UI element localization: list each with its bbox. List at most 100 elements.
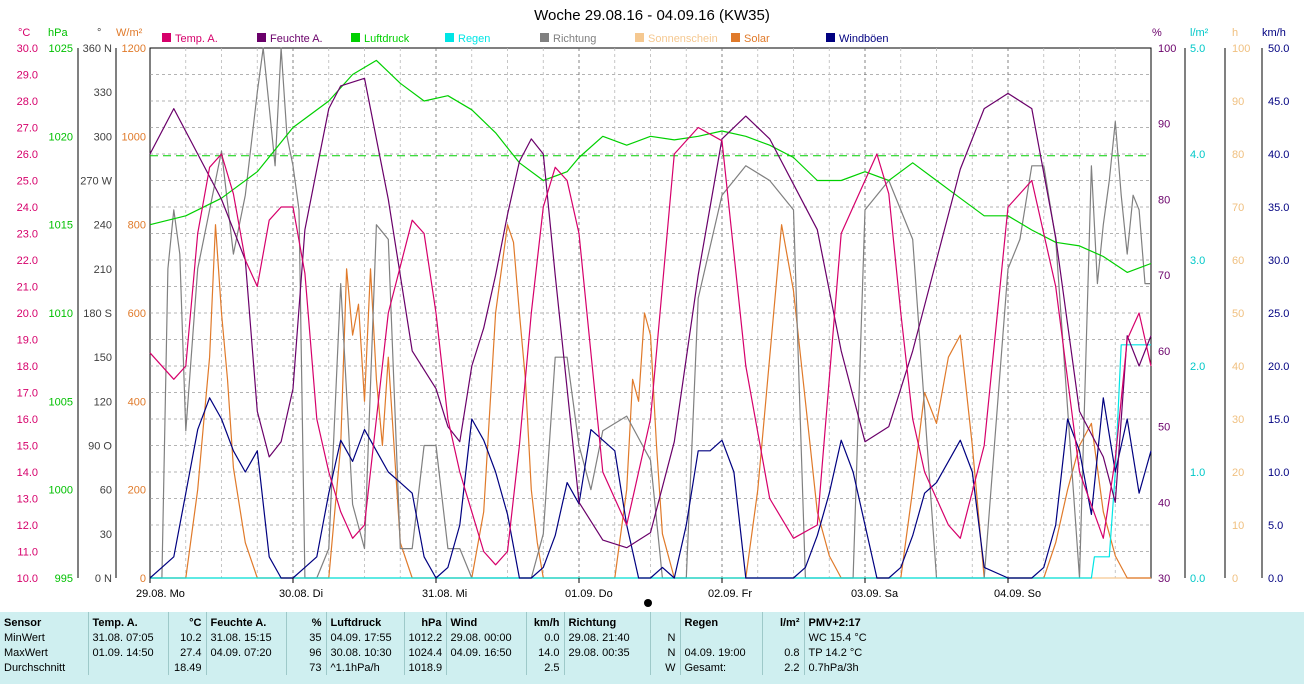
now-marker	[644, 599, 652, 607]
right-axis-unit: h	[1232, 27, 1238, 39]
left-axis-tick: 20.0	[17, 308, 38, 320]
stats-cell	[762, 630, 805, 645]
left-axis-tick: 1015	[49, 220, 73, 232]
left-axis-tick: 150	[94, 352, 112, 364]
right-axis-tick: 10	[1232, 520, 1244, 532]
left-axis-tick: 0	[140, 573, 146, 585]
stats-cell: Luftdruck	[326, 612, 405, 630]
x-day-label: 03.09. Sa	[851, 588, 899, 600]
left-axis-tick: 240	[94, 220, 112, 232]
right-axis-tick: 30	[1232, 414, 1244, 426]
stats-cell: 1024.4	[404, 645, 447, 660]
stats-cell	[88, 660, 169, 675]
stats-cell: 0.7hPa/3h	[808, 661, 859, 674]
right-axis-tick: 30.0	[1268, 255, 1289, 267]
stats-cell	[446, 660, 527, 675]
left-axis-tick: 1005	[49, 396, 73, 408]
right-axis-tick: 35.0	[1268, 202, 1289, 214]
right-axis-tick: 0	[1232, 573, 1238, 585]
left-axis-tick: 1010	[49, 308, 73, 320]
right-axis-tick: 70	[1158, 270, 1170, 282]
chart-series	[149, 47, 1152, 579]
left-axis-tick: 25.0	[17, 176, 38, 188]
right-axis-tick: 2.0	[1190, 361, 1205, 373]
legend-swatch	[257, 33, 266, 42]
stats-cell: N	[650, 645, 681, 660]
stats-cell	[564, 660, 651, 675]
right-axis-tick: 100	[1232, 43, 1250, 55]
stats-cell: WC 15.4 °C	[808, 631, 867, 644]
left-axis-tick: 13.0	[17, 494, 38, 506]
stats-cell: 1018.9	[404, 660, 447, 675]
stats-cell: Wind	[446, 612, 527, 630]
right-axis-tick: 20.0	[1268, 361, 1289, 373]
stats-cell: 04.09. 19:00	[680, 645, 763, 660]
left-axis-tick: 19.0	[17, 335, 38, 347]
chart-legend: Temp. A. Feuchte A. Luftdruck Regen Richtung…	[162, 33, 889, 45]
stats-cell	[650, 612, 681, 630]
right-axis-tick: 1.0	[1190, 467, 1205, 479]
left-axis-tick: 400	[128, 396, 146, 408]
stats-cell: 2.2	[762, 660, 805, 675]
legend-swatch	[731, 33, 740, 42]
left-axis-tick: 800	[128, 220, 146, 232]
right-axis-tick: 5.0	[1190, 43, 1205, 55]
right-axis-tick: 10.0	[1268, 467, 1289, 479]
legend-label: Solar	[744, 33, 770, 45]
series-line-richtung	[150, 47, 1151, 579]
right-axis-tick: 90	[1158, 119, 1170, 131]
left-axis-tick: 27.0	[17, 123, 38, 135]
statistics-table: Sensor Temp. A. °C Feuchte A.% Luftdruck hPa W…	[0, 612, 1304, 675]
right-axis-tick: 3.0	[1190, 255, 1205, 267]
stats-row: Durchschnitt 18.49 73 ^1.1hPa/h 1018.9 2.5 W Ge…	[0, 660, 1304, 675]
right-axis-tick: 40	[1158, 497, 1170, 509]
right-axis-tick: 40.0	[1268, 149, 1289, 161]
left-axis-tick: 18.0	[17, 361, 38, 373]
stats-cell: 10.2	[168, 630, 207, 645]
right-axis-unit: km/h	[1262, 27, 1286, 39]
left-axis-tick: 90 O	[88, 441, 112, 453]
legend-label: Windböen	[839, 33, 889, 45]
right-axis-tick: 100	[1158, 43, 1176, 55]
left-axis-tick: 28.0	[17, 96, 38, 108]
legend-label: Richtung	[553, 33, 596, 45]
stats-cell: 2.5	[526, 660, 565, 675]
stats-cell: 04.09. 07:20	[206, 645, 287, 660]
stats-cell: 35	[286, 630, 327, 645]
left-axis-tick: 14.0	[17, 467, 38, 479]
left-axis-unit: W/m²	[116, 27, 143, 39]
left-axis-tick: 600	[128, 308, 146, 320]
stats-cell: 04.09. 16:50	[446, 645, 527, 660]
statistics-panel: Sensor Temp. A. °C Feuchte A.% Luftdruck hPa W…	[0, 612, 1304, 684]
right-axis-tick: 30	[1158, 573, 1170, 585]
chart-title: Woche 29.08.16 - 04.09.16 (KW35)	[534, 7, 770, 24]
right-axis-tick: 5.0	[1268, 520, 1283, 532]
x-day-label: 29.08. Mo	[136, 588, 185, 600]
legend-label: Temp. A.	[175, 33, 218, 45]
legend-label: Feuchte A.	[270, 33, 323, 45]
stats-cell: °C	[168, 612, 207, 630]
stats-header-row: Sensor Temp. A. °C Feuchte A.% Luftdruck hPa W…	[0, 612, 1304, 630]
right-axis-tick: 40	[1232, 361, 1244, 373]
legend-swatch	[826, 33, 835, 42]
x-day-label: 02.09. Fr	[708, 588, 752, 600]
left-axis-unit: °C	[18, 27, 30, 39]
stats-row: MaxWert 01.09. 14:50 27.4 04.09. 07:20 96 30.…	[0, 645, 1304, 660]
left-axis-tick: 16.0	[17, 414, 38, 426]
right-axis-tick: 45.0	[1268, 96, 1289, 108]
stats-cell: 04.09. 17:55	[326, 630, 405, 645]
left-axis-tick: 60	[100, 485, 112, 497]
left-axis-tick: 200	[128, 485, 146, 497]
stats-cell: PMV+2:17	[808, 616, 861, 629]
legend-label: Regen	[458, 33, 490, 45]
left-axis-tick: 12.0	[17, 520, 38, 532]
left-axis-unit: hPa	[48, 27, 68, 39]
left-axis-tick: 995	[55, 573, 73, 585]
stats-cell: 29.08. 00:35	[564, 645, 651, 660]
right-axis-tick: 60	[1158, 346, 1170, 358]
right-axis-tick: 50	[1232, 308, 1244, 320]
stats-cell: 27.4	[168, 645, 207, 660]
stats-cell: 30.08. 10:30	[326, 645, 405, 660]
x-day-label: 01.09. Do	[565, 588, 613, 600]
stats-cell: MaxWert	[0, 645, 89, 660]
